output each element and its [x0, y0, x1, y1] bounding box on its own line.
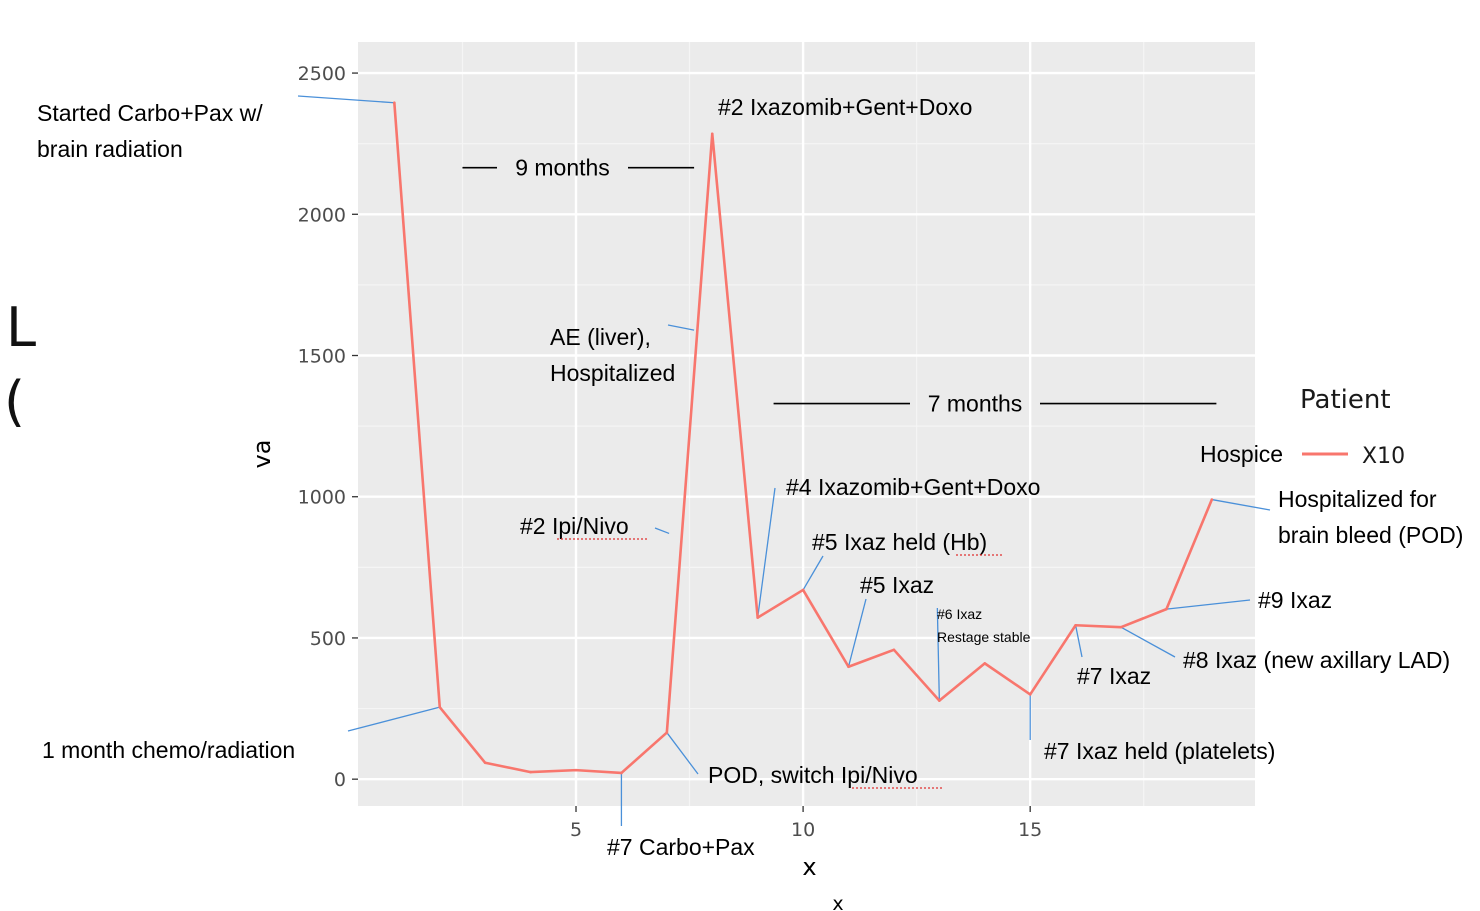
x-tick-label: 10: [791, 819, 815, 841]
y-tick-label: 500: [310, 628, 346, 650]
connector-one-month: [347, 706, 440, 732]
connector-ixaz-9: [1166, 599, 1251, 610]
connector-ixaz-7: [1074, 625, 1083, 658]
x-tick-label: 5: [570, 819, 582, 841]
annotation-ixaz-held-7: #7 Ixaz held (platelets): [1044, 738, 1275, 764]
annotation-layer: Started Carbo+Pax w/brain radiation 1 mon…: [37, 94, 1463, 860]
data-point: [529, 770, 532, 774]
annotation-line: Hospitalized for: [1278, 486, 1437, 512]
connector-ixaz-5: [847, 598, 867, 667]
background-glyph-l: L: [6, 296, 36, 359]
data-point: [1074, 623, 1077, 627]
data-point: [1165, 607, 1168, 611]
x-axis: 5 10 15: [570, 806, 1042, 841]
data-point: [983, 662, 987, 665]
plot-panel: [358, 42, 1255, 806]
x-tick-label: 15: [1018, 819, 1042, 841]
y-axis-title: va: [248, 440, 276, 469]
data-point: [438, 705, 442, 709]
annotation-ae-liver: AE (liver), Hospitalized: [550, 324, 675, 386]
annotation-line: #2 Ipi/Nivo: [520, 513, 629, 539]
data-point: [620, 771, 623, 775]
y-axis: 0 500 1000 1500 2000 2500: [298, 63, 358, 791]
data-point: [756, 616, 759, 619]
legend-title: Patient: [1300, 385, 1391, 415]
annotation-ipi-nivo-2: #2 Ipi/Nivo: [520, 513, 629, 539]
data-point: [801, 588, 805, 592]
duration-spans: 9 months 7 months: [462, 155, 1217, 417]
annotation-line: 1 month chemo/radiation: [42, 737, 295, 763]
data-point: [1119, 625, 1123, 629]
data-point: [892, 648, 896, 652]
annotation-line: #7 Ixaz held (platelets): [1044, 738, 1275, 764]
y-tick-label: 2000: [298, 204, 346, 226]
y-tick-label: 0: [334, 769, 346, 791]
connector-brain-bleed: [1211, 498, 1271, 511]
annotation-line: #7 Ixaz: [1077, 663, 1151, 689]
series-layer: [393, 101, 1214, 775]
x-axis-title: x: [802, 853, 816, 881]
annotation-ixaz-7: #7 Ixaz: [1077, 663, 1151, 689]
connector-ipi-nivo-2: [654, 527, 670, 535]
connector-ixaz-held-5: [802, 555, 824, 591]
annotation-line: Restage stable: [937, 629, 1031, 645]
annotation-ixaz-5: #5 Ixaz: [860, 572, 934, 598]
y-tick-label: 1500: [298, 346, 346, 368]
grid-minor: [358, 42, 1255, 806]
connector-ixazomib-4: [757, 487, 776, 618]
data-point: [847, 665, 850, 669]
annotation-ixazomib-2: #2 Ixazomib+Gent+Doxo: [718, 94, 972, 120]
annotation-ixaz-8: #8 Ixaz (new axillary LAD): [1183, 647, 1450, 673]
annotation-line: #7 Carbo+Pax: [607, 834, 755, 860]
connector-pod-switch: [666, 732, 699, 775]
annotation-line: POD, switch Ipi/Nivo: [708, 762, 918, 788]
annotation-ixaz-9: #9 Ixaz: [1258, 587, 1332, 613]
data-point: [665, 731, 669, 734]
annotation-line: brain bleed (POD): [1278, 522, 1463, 548]
annotation-one-month: 1 month chemo/radiation: [42, 737, 295, 763]
annotation-line: #2 Ixazomib+Gent+Doxo: [718, 94, 972, 120]
annotation-line: #8 Ixaz (new axillary LAD): [1183, 647, 1450, 673]
annotation-line: brain radiation: [37, 136, 183, 162]
data-point: [938, 699, 941, 702]
annotation-started: Started Carbo+Pax w/brain radiation: [37, 100, 263, 162]
connector-ae-liver: [667, 324, 695, 331]
connector-started: [297, 95, 395, 104]
annotation-line: Hospice: [1200, 441, 1283, 467]
connector-ixaz-8: [1120, 626, 1176, 658]
span-label-nine-months: 9 months: [515, 155, 610, 181]
data-point: [1210, 498, 1214, 501]
connector-ixaz-6: [936, 607, 940, 701]
annotation-line: Started Carbo+Pax w/: [37, 100, 263, 126]
grid-major: [358, 42, 1255, 806]
annotation-connectors: [297, 95, 1271, 826]
data-point: [710, 132, 714, 136]
data-point: [1028, 693, 1032, 696]
annotation-line: #9 Ixaz: [1258, 587, 1332, 613]
annotation-pod-switch: POD, switch Ipi/Nivo: [708, 762, 918, 788]
data-point: [574, 768, 578, 772]
annotation-line: #5 Ixaz: [860, 572, 934, 598]
annotation-line: #4 Ixazomib+Gent+Doxo: [786, 474, 1040, 500]
legend-label-x10: X10: [1362, 444, 1405, 469]
annotation-line: #5 Ixaz held (Hb): [812, 529, 987, 555]
y-tick-label: 1000: [298, 487, 346, 509]
annotation-ixaz-held-5: #5 Ixaz held (Hb): [812, 529, 987, 555]
outer-x-label: x: [832, 893, 843, 911]
annotation-hospice: Hospice: [1200, 441, 1283, 467]
y-tick-label: 2500: [298, 63, 346, 85]
data-point: [483, 761, 487, 765]
annotation-ixaz-6: #6 Ixaz Restage stable: [937, 606, 1031, 645]
annotation-line: AE (liver),: [550, 324, 651, 350]
annotation-line: Hospitalized: [550, 360, 675, 386]
annotation-line: #6 Ixaz: [937, 606, 982, 622]
background-glyph-paren: (: [4, 370, 25, 433]
annotation-ixazomib-4: #4 Ixazomib+Gent+Doxo: [786, 474, 1040, 500]
data-point: [393, 101, 396, 105]
legend: Patient X10: [1300, 385, 1405, 469]
annotation-brain-bleed: Hospitalized for brain bleed (POD): [1278, 486, 1463, 548]
annotation-carbo-pax-7: #7 Carbo+Pax: [607, 834, 755, 860]
span-label-seven-months: 7 months: [928, 391, 1023, 417]
